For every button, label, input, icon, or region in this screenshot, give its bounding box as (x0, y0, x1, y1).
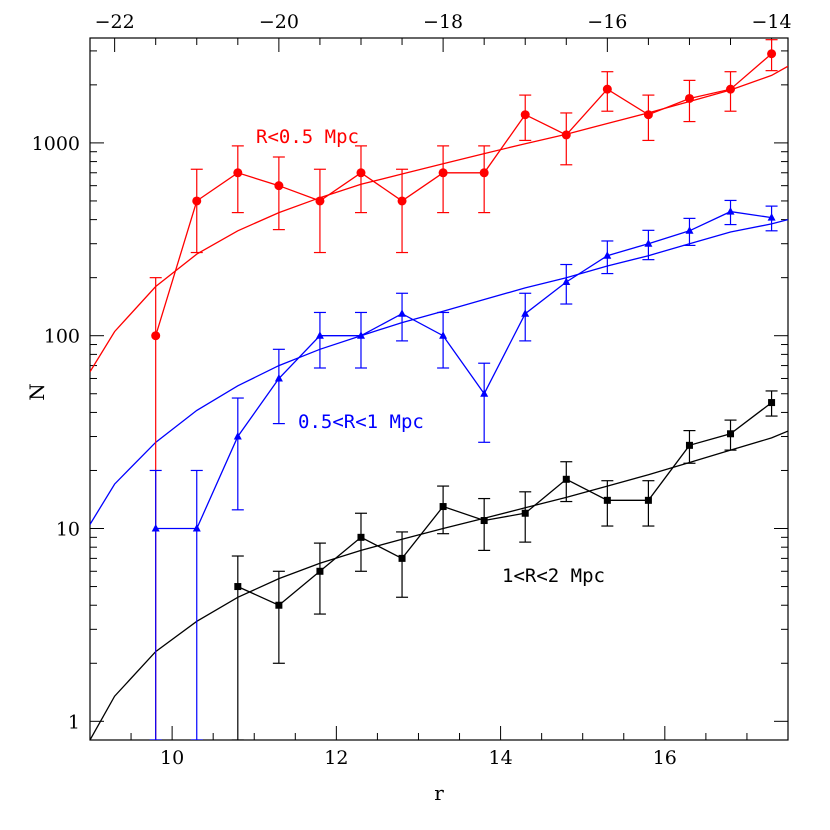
x-tick-label: 10 (160, 747, 184, 769)
data-point-blue (603, 251, 612, 259)
top-tick-label: −16 (587, 11, 627, 33)
data-point-red (438, 168, 448, 178)
data-point-black (727, 430, 735, 438)
data-point-black (234, 583, 242, 591)
data-point-red (520, 110, 530, 120)
data-point-blue (357, 331, 365, 339)
y-tick-label: 1 (68, 711, 80, 733)
data-point-black (316, 567, 324, 575)
y-tick-label: 100 (44, 326, 80, 348)
data-point-red (684, 93, 694, 103)
x-tick-label: 14 (488, 747, 512, 769)
data-point-red (479, 168, 489, 178)
data-point-red (767, 49, 777, 59)
data-point-blue (151, 524, 160, 532)
y-tick-label: 1000 (32, 133, 80, 155)
x-tick-label: 16 (653, 747, 677, 769)
series-label-black: 1<R<2 Mpc (502, 565, 605, 587)
data-point-blue (398, 309, 406, 317)
data-point-black (685, 441, 693, 449)
data-point-blue (644, 239, 653, 247)
data-point-blue (726, 207, 735, 215)
y-axis-title: N (25, 383, 49, 401)
data-point-red (726, 84, 736, 94)
data-point-black (439, 503, 447, 511)
data-point-blue (192, 524, 201, 532)
data-point-red (356, 168, 366, 178)
model-curves (90, 65, 788, 740)
data-point-blue (767, 213, 776, 221)
data-point-blue (480, 389, 489, 397)
plot-frame (89, 37, 789, 741)
data-point-blue (439, 331, 448, 339)
model-curve-black (90, 430, 788, 740)
data-line-black (237, 402, 772, 606)
data-point-blue (315, 331, 324, 339)
data-point-blue (685, 226, 694, 234)
data-point-red (274, 181, 284, 191)
data-line-blue (155, 210, 772, 530)
data-point-red (192, 196, 202, 206)
data-point-red (233, 168, 243, 178)
top-tick-label: −18 (423, 11, 463, 33)
data-point-black (398, 554, 406, 562)
data-point-black (521, 509, 529, 517)
data-point-black (644, 496, 652, 504)
data-point-black (768, 399, 776, 407)
data-series (149, 39, 778, 740)
data-point-red (397, 196, 407, 206)
data-point-blue (233, 432, 242, 440)
series-labels: R<0.5 Mpc 0.5<R<1 Mpc 1<R<2 Mpc (256, 126, 605, 587)
data-point-black (480, 517, 488, 525)
model-curve-blue (90, 218, 788, 525)
top-tick-label: −20 (259, 11, 299, 33)
data-point-black (562, 475, 570, 483)
x-tick-label: 12 (324, 747, 348, 769)
data-point-blue (562, 277, 571, 285)
top-tick-label: −14 (752, 11, 792, 33)
data-point-black (357, 533, 365, 541)
data-point-black (275, 601, 283, 609)
data-point-red (561, 130, 571, 140)
data-point-black (603, 496, 611, 504)
axis-ticks (89, 38, 789, 740)
data-point-blue (521, 309, 530, 317)
data-point-blue (274, 374, 283, 382)
data-point-red (315, 196, 325, 206)
data-point-red (151, 331, 161, 341)
model-curve-red (90, 65, 788, 373)
top-tick-label: −22 (95, 11, 135, 33)
data-line-red (155, 53, 773, 336)
series-label-blue: 0.5<R<1 Mpc (298, 411, 424, 433)
axis-tick-labels: 10 12 14 16 −22 −20 −18 −16 −14 1 10 100 1000 (32, 11, 792, 769)
data-point-red (643, 110, 653, 120)
series-label-red: R<0.5 Mpc (256, 126, 359, 148)
y-tick-label: 10 (56, 519, 80, 541)
data-point-red (602, 84, 612, 94)
x-axis-title: r (434, 781, 444, 805)
